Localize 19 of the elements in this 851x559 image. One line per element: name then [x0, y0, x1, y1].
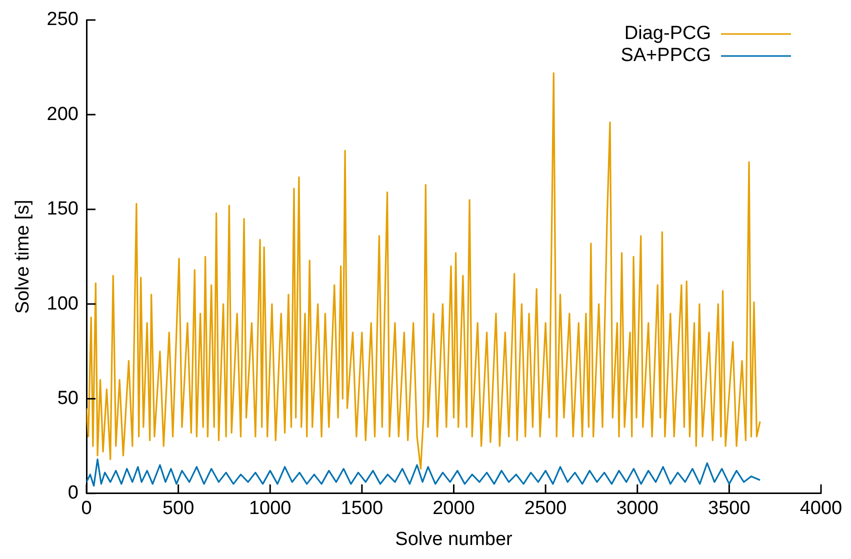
x-tick-label: 4000 [800, 498, 842, 520]
y-tick-label: 100 [46, 293, 78, 314]
x-tick-label: 2000 [432, 498, 475, 520]
x-tick-label: 2500 [524, 498, 567, 520]
y-tick-label: 200 [46, 104, 78, 125]
y-tick-label: 150 [46, 198, 78, 220]
y-axis-title: Solve time [s] [12, 200, 34, 314]
legend-label: SA+PPCG [620, 45, 711, 66]
y-tick-label: 0 [68, 482, 78, 504]
x-tick-label: 1000 [248, 498, 292, 520]
x-tick-label: 1500 [340, 498, 384, 520]
x-tick-label: 3000 [616, 498, 659, 520]
x-tick-label: 0 [81, 498, 92, 520]
x-tick-label: 3500 [708, 498, 750, 520]
y-tick-label: 50 [57, 388, 78, 409]
y-tick-label: 250 [46, 9, 78, 30]
x-axis-title: Solve number [395, 528, 514, 550]
legend-label: Diag-PCG [624, 23, 711, 44]
x-tick-label: 500 [162, 498, 194, 520]
